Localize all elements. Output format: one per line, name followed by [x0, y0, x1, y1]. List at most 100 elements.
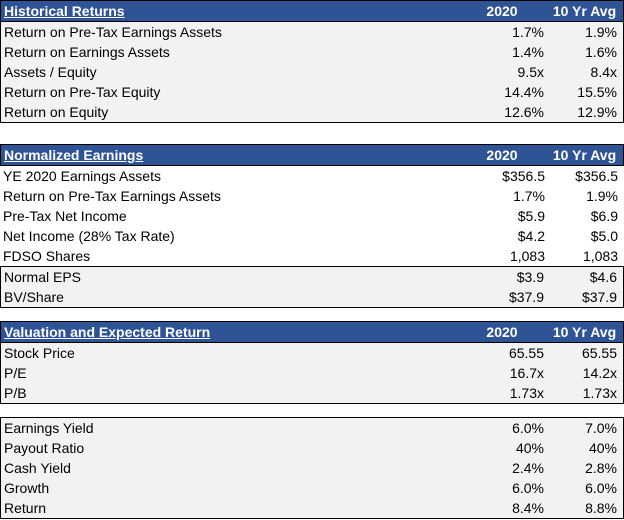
value-cell-10yr[interactable]: 65.55: [581, 345, 617, 361]
column-header-2020[interactable]: 2020: [486, 324, 518, 340]
value-cell-10yr[interactable]: 7.0%: [585, 420, 617, 436]
value-cell-10yr[interactable]: $5.0: [590, 228, 618, 244]
historical-returns-table: Historical Returns 2020 10 Yr Avg Return…: [0, 0, 624, 123]
table-row: P/E 16.7x 14.2x: [1, 363, 623, 383]
section-header: Valuation and Expected Return 2020 10 Yr…: [0, 321, 624, 343]
row-label-cell[interactable]: Stock Price: [4, 345, 75, 361]
value-cell-2020[interactable]: 2.4%: [512, 460, 544, 476]
table-row: Earnings Yield 6.0% 7.0%: [1, 418, 623, 438]
value-cell-10yr[interactable]: 15.5%: [577, 84, 617, 100]
normalized-earnings-table: Normalized Earnings 2020 10 Yr Avg YE 20…: [0, 144, 624, 308]
value-cell-2020[interactable]: 40%: [515, 440, 544, 456]
row-label-cell[interactable]: Cash Yield: [4, 460, 71, 476]
table-row: Return on Pre-Tax Equity 14.4% 15.5%: [1, 82, 623, 102]
value-cell-10yr[interactable]: 6.0%: [585, 480, 617, 496]
value-cell-10yr[interactable]: 2.8%: [585, 460, 617, 476]
table-row: Return on Earnings Assets 1.4% 1.6%: [1, 42, 623, 62]
value-cell-2020[interactable]: 6.0%: [512, 420, 544, 436]
row-label-cell[interactable]: Growth: [4, 480, 50, 496]
table-row: Pre-Tax Net Income $5.9 $6.9: [0, 206, 624, 226]
table-row: Return on Pre-Tax Earnings Assets 1.7% 1…: [1, 22, 623, 42]
table-row: Stock Price 65.55 65.55: [1, 343, 623, 363]
row-label-cell[interactable]: P/B: [4, 385, 27, 401]
table-row: Return 8.4% 8.8%: [1, 498, 623, 518]
value-cell-2020[interactable]: $5.9: [517, 208, 545, 224]
row-label-cell[interactable]: Net Income (28% Tax Rate): [3, 228, 175, 244]
table-row: Payout Ratio 40% 40%: [1, 438, 623, 458]
row-label-cell[interactable]: Payout Ratio: [4, 440, 85, 456]
row-label-cell[interactable]: Return on Equity: [4, 104, 109, 120]
row-label-cell[interactable]: YE 2020 Earnings Assets: [3, 168, 161, 184]
value-cell-10yr[interactable]: $356.5: [575, 168, 618, 184]
table-body: Earnings Yield 6.0% 7.0% Payout Ratio 40…: [0, 417, 624, 519]
table-row: Assets / Equity 9.5x 8.4x: [1, 62, 623, 82]
value-cell-2020[interactable]: $356.5: [502, 168, 545, 184]
table-body: Stock Price 65.55 65.55 P/E 16.7x 14.2x …: [0, 343, 624, 404]
value-cell-2020[interactable]: 1.73x: [509, 385, 544, 401]
section-header: Historical Returns 2020 10 Yr Avg: [0, 0, 624, 22]
table-row: Cash Yield 2.4% 2.8%: [1, 458, 623, 478]
column-header-10yr-avg[interactable]: 10 Yr Avg: [552, 3, 617, 19]
value-cell-2020[interactable]: 1,083: [509, 248, 545, 264]
row-label-cell[interactable]: P/E: [4, 365, 27, 381]
table-row: FDSO Shares 1,083 1,083: [0, 246, 624, 266]
row-label-cell[interactable]: Return on Pre-Tax Earnings Assets: [3, 188, 221, 204]
table-row: YE 2020 Earnings Assets $356.5 $356.5: [0, 166, 624, 186]
value-cell-10yr[interactable]: 14.2x: [582, 365, 617, 381]
value-cell-2020[interactable]: $3.9: [516, 269, 544, 285]
table-body: Return on Pre-Tax Earnings Assets 1.7% 1…: [0, 22, 624, 123]
table-row: Return on Pre-Tax Earnings Assets 1.7% 1…: [0, 186, 624, 206]
value-cell-2020[interactable]: 65.55: [508, 345, 544, 361]
value-cell-2020[interactable]: $4.2: [517, 228, 545, 244]
valuation-expected-return-table: Valuation and Expected Return 2020 10 Yr…: [0, 321, 624, 404]
value-cell-10yr[interactable]: $6.9: [590, 208, 618, 224]
value-cell-2020[interactable]: 1.4%: [512, 44, 544, 60]
section-title[interactable]: Historical Returns: [4, 3, 125, 19]
value-cell-10yr[interactable]: $4.6: [589, 269, 617, 285]
section-header: Normalized Earnings 2020 10 Yr Avg: [0, 144, 624, 166]
value-cell-10yr[interactable]: 1.9%: [585, 24, 617, 40]
value-cell-10yr[interactable]: $37.9: [581, 289, 617, 305]
table-row: Normal EPS $3.9 $4.6: [1, 267, 623, 287]
value-cell-2020[interactable]: 8.4%: [512, 500, 544, 516]
value-cell-10yr[interactable]: 8.8%: [585, 500, 617, 516]
value-cell-10yr[interactable]: 1.9%: [586, 188, 618, 204]
section-title[interactable]: Normalized Earnings: [4, 147, 144, 163]
value-cell-2020[interactable]: 1.7%: [513, 188, 545, 204]
table-row: Growth 6.0% 6.0%: [1, 478, 623, 498]
column-header-2020[interactable]: 2020: [486, 147, 518, 163]
column-header-10yr-avg[interactable]: 10 Yr Avg: [552, 324, 617, 340]
table-body: YE 2020 Earnings Assets $356.5 $356.5 Re…: [0, 166, 624, 266]
table-row: Return on Equity 12.6% 12.9%: [1, 102, 623, 122]
value-cell-2020[interactable]: 1.7%: [512, 24, 544, 40]
value-cell-10yr[interactable]: 40%: [588, 440, 617, 456]
value-cell-2020[interactable]: 16.7x: [509, 365, 544, 381]
value-cell-10yr[interactable]: 8.4x: [590, 64, 617, 80]
row-label-cell[interactable]: Return on Pre-Tax Earnings Assets: [4, 24, 222, 40]
table-row: P/B 1.73x 1.73x: [1, 383, 623, 403]
row-label-cell[interactable]: FDSO Shares: [3, 248, 91, 264]
row-label-cell[interactable]: Return on Pre-Tax Equity: [4, 84, 161, 100]
table-row: BV/Share $37.9 $37.9: [1, 287, 623, 307]
value-cell-2020[interactable]: 6.0%: [512, 480, 544, 496]
value-cell-2020[interactable]: 14.4%: [504, 84, 544, 100]
value-cell-2020[interactable]: 12.6%: [504, 104, 544, 120]
column-header-2020[interactable]: 2020: [486, 3, 518, 19]
row-label-cell[interactable]: Normal EPS: [4, 269, 82, 285]
section-title[interactable]: Valuation and Expected Return: [4, 324, 211, 340]
row-label-cell[interactable]: Return on Earnings Assets: [4, 44, 170, 60]
column-header-10yr-avg[interactable]: 10 Yr Avg: [552, 147, 617, 163]
value-cell-10yr[interactable]: 1,083: [582, 248, 618, 264]
row-label-cell[interactable]: BV/Share: [4, 289, 64, 305]
value-cell-10yr[interactable]: 1.6%: [585, 44, 617, 60]
expected-return-breakdown-table: Earnings Yield 6.0% 7.0% Payout Ratio 40…: [0, 417, 624, 519]
value-cell-2020[interactable]: $37.9: [508, 289, 544, 305]
row-label-cell[interactable]: Assets / Equity: [4, 64, 97, 80]
value-cell-10yr[interactable]: 12.9%: [577, 104, 617, 120]
value-cell-10yr[interactable]: 1.73x: [582, 385, 617, 401]
summary-box: Normal EPS $3.9 $4.6 BV/Share $37.9 $37.…: [0, 266, 624, 308]
row-label-cell[interactable]: Return: [4, 500, 47, 516]
row-label-cell[interactable]: Pre-Tax Net Income: [3, 208, 127, 224]
row-label-cell[interactable]: Earnings Yield: [4, 420, 94, 436]
value-cell-2020[interactable]: 9.5x: [517, 64, 544, 80]
